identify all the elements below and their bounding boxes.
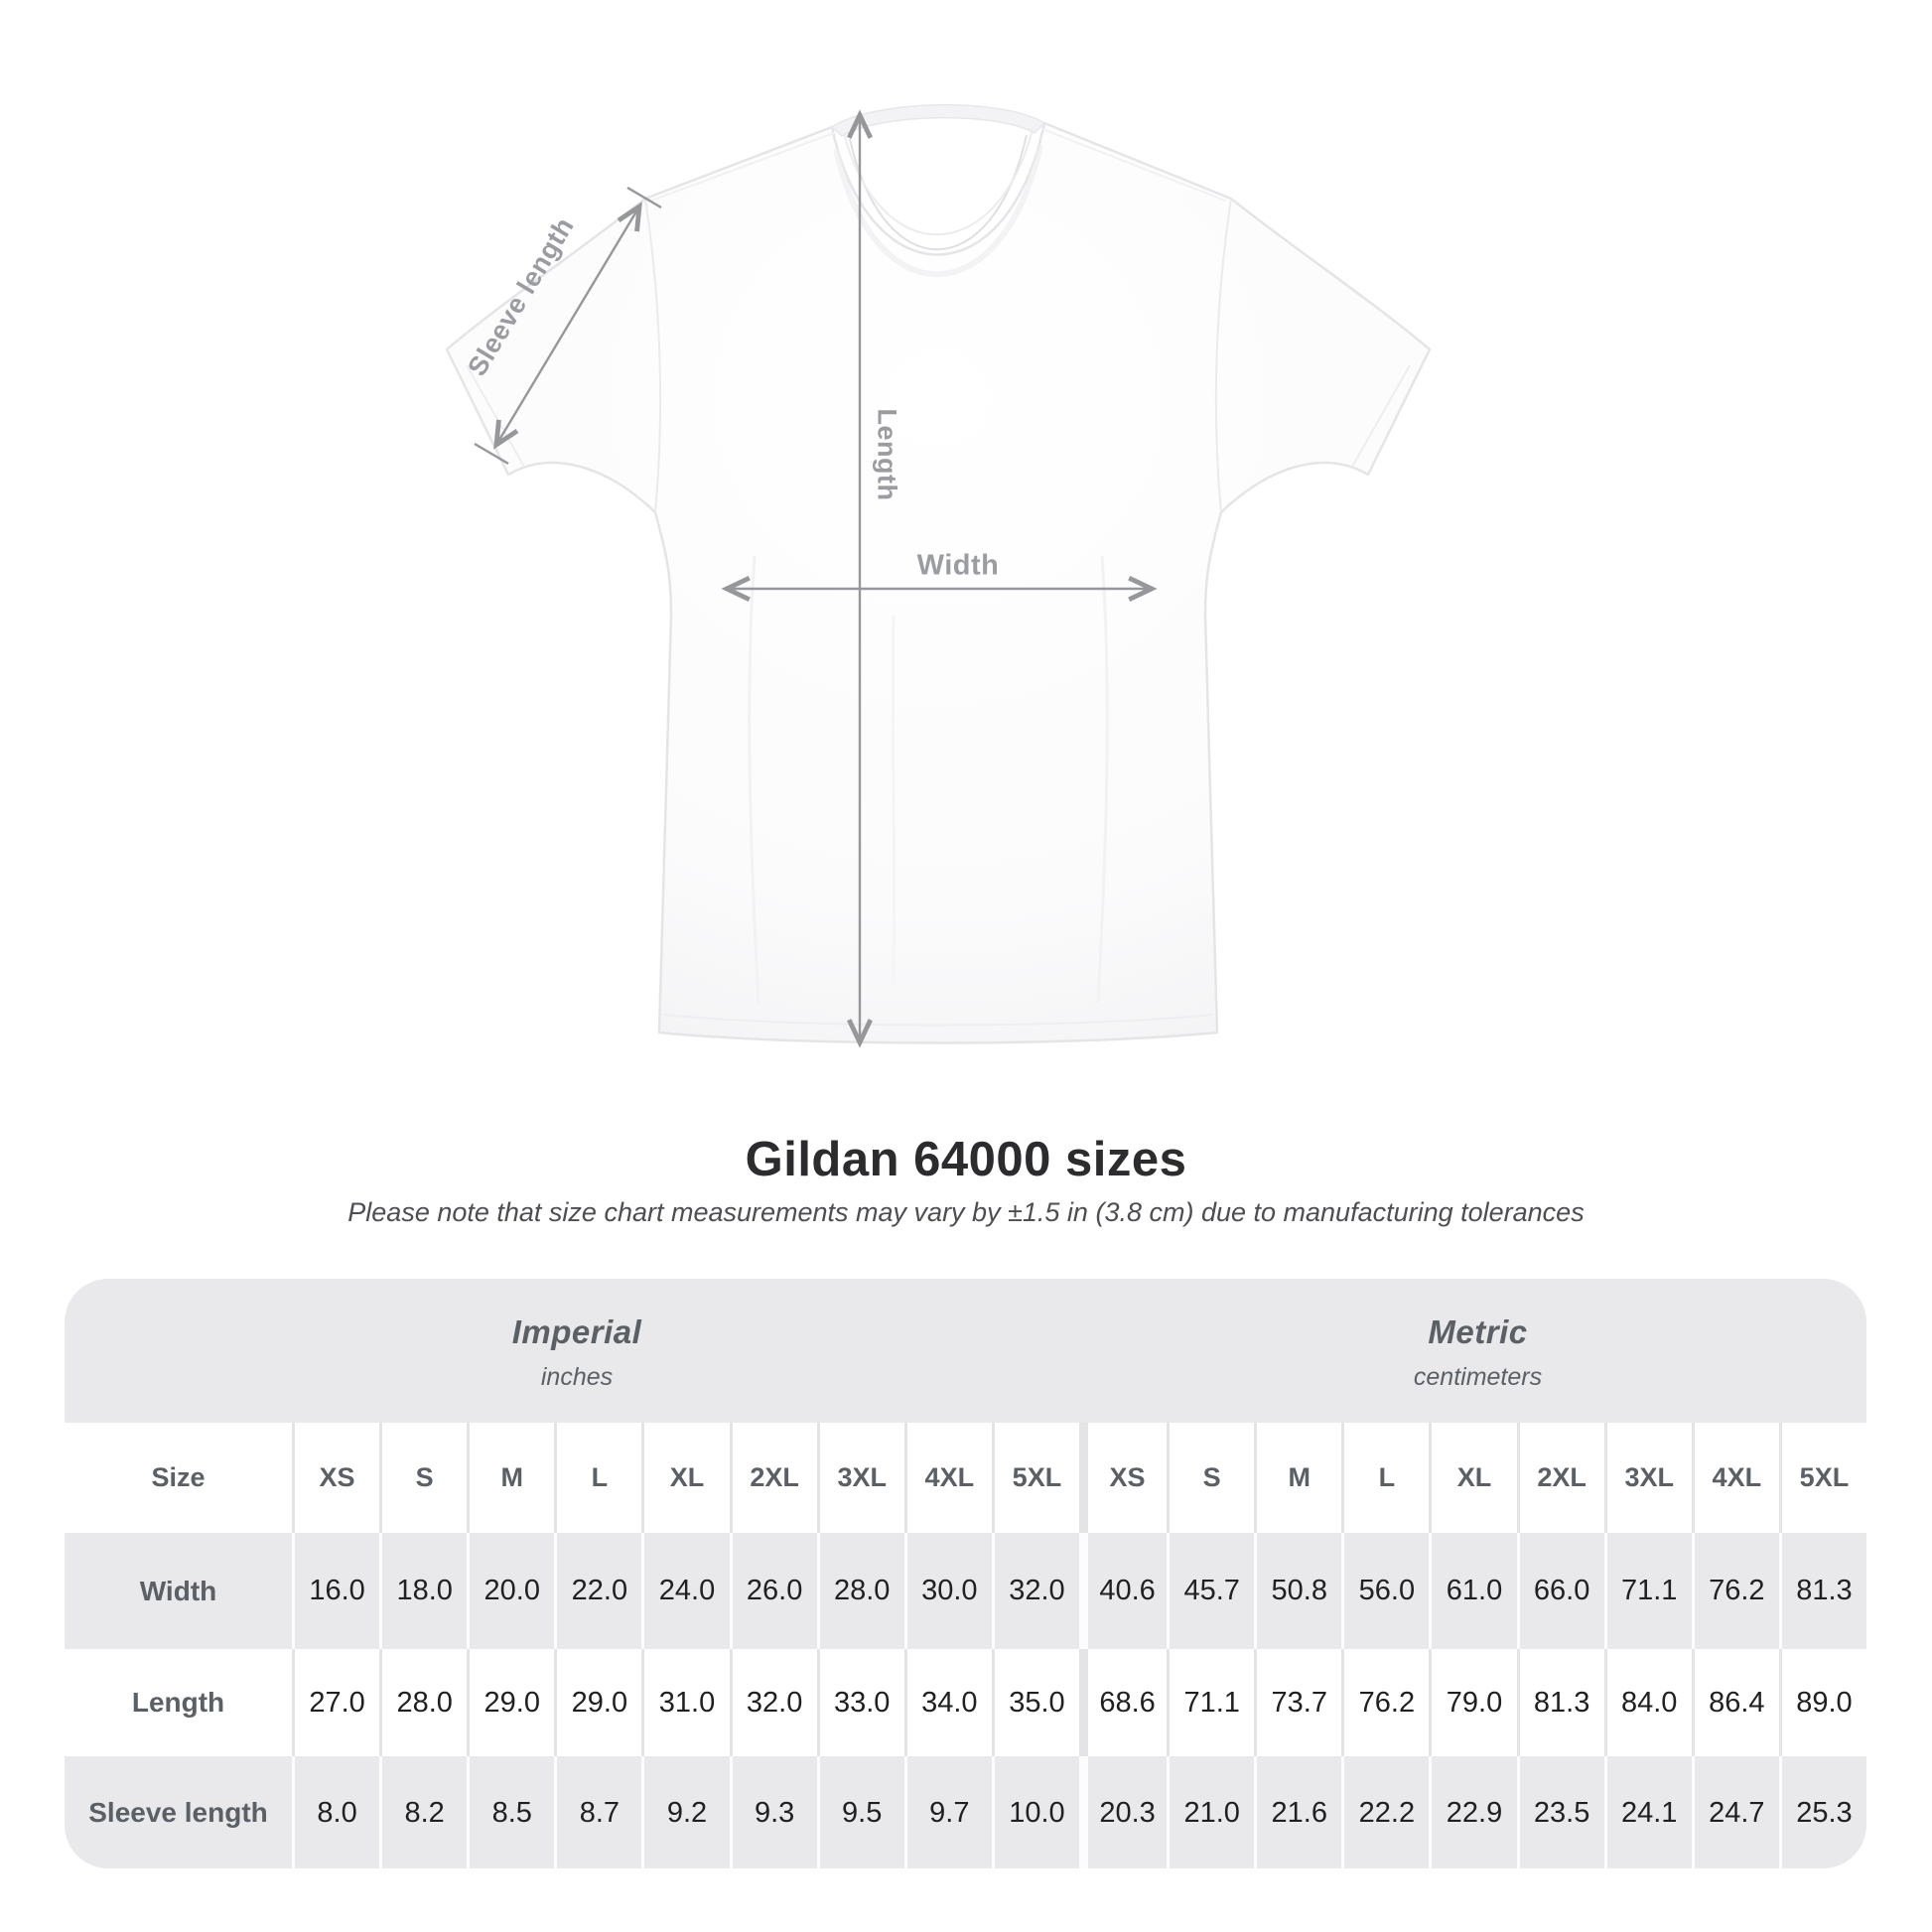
value-cell: 9.5 bbox=[816, 1756, 904, 1868]
table-row: Width 16.0 18.0 20.0 22.0 24.0 26.0 28.0 30.0 32.… bbox=[65, 1533, 1866, 1649]
value-cell: 32.0 bbox=[729, 1649, 817, 1756]
size-col-header: XL bbox=[1429, 1423, 1516, 1533]
value-cell: 16.0 bbox=[292, 1533, 379, 1649]
size-col-header: 5XL bbox=[991, 1423, 1079, 1533]
value-cell: 23.5 bbox=[1516, 1756, 1604, 1868]
size-col-header: L bbox=[1341, 1423, 1429, 1533]
value-cell: 24.7 bbox=[1691, 1756, 1779, 1868]
value-cell: 28.0 bbox=[816, 1533, 904, 1649]
size-col-header: XS bbox=[1079, 1423, 1167, 1533]
value-cell: 81.3 bbox=[1778, 1533, 1866, 1649]
value-cell: 34.0 bbox=[903, 1649, 992, 1756]
size-col-header: 2XL bbox=[729, 1423, 817, 1533]
value-cell: 56.0 bbox=[1341, 1533, 1429, 1649]
size-table-body: Size XS S M L XL 2XL 3XL 4XL 5XL XS S M L XL 2XL 3XL 4XL 5… bbox=[65, 1423, 1866, 1868]
size-corner-header: Size bbox=[151, 1462, 206, 1492]
value-cell: 76.2 bbox=[1691, 1533, 1779, 1649]
value-cell: 24.0 bbox=[641, 1533, 729, 1649]
value-cell: 28.0 bbox=[379, 1649, 467, 1756]
size-col-header: 5XL bbox=[1778, 1423, 1866, 1533]
value-cell: 27.0 bbox=[292, 1649, 379, 1756]
value-cell: 66.0 bbox=[1516, 1533, 1604, 1649]
size-col-header: 3XL bbox=[1603, 1423, 1692, 1533]
unit-group-header-row: Imperial inches Metric centimeters bbox=[65, 1279, 1866, 1423]
size-col-header: M bbox=[467, 1423, 554, 1533]
value-cell: 8.2 bbox=[379, 1756, 467, 1868]
value-cell: 81.3 bbox=[1516, 1649, 1604, 1756]
value-cell: 21.6 bbox=[1254, 1756, 1341, 1868]
value-cell: 20.0 bbox=[467, 1533, 554, 1649]
unit-group-imperial: Imperial inches bbox=[65, 1279, 1089, 1423]
value-cell: 32.0 bbox=[991, 1533, 1079, 1649]
row-label: Width bbox=[139, 1575, 217, 1606]
value-cell: 73.7 bbox=[1254, 1649, 1341, 1756]
sleeve-arrow-top-tick bbox=[626, 186, 662, 209]
value-cell: 8.5 bbox=[467, 1756, 554, 1868]
row-label: Sleeve length bbox=[88, 1797, 268, 1828]
page-title: Gildan 64000 sizes bbox=[745, 1133, 1187, 1186]
value-cell: 24.1 bbox=[1603, 1756, 1692, 1868]
value-cell: 76.2 bbox=[1341, 1649, 1429, 1756]
value-cell: 9.7 bbox=[903, 1756, 992, 1868]
value-cell: 25.3 bbox=[1778, 1756, 1866, 1868]
size-col-header: 4XL bbox=[1691, 1423, 1779, 1533]
value-cell: 8.7 bbox=[554, 1756, 641, 1868]
unit-group-subtitle: centimeters bbox=[1413, 1363, 1543, 1391]
value-cell: 68.6 bbox=[1079, 1649, 1167, 1756]
unit-group-title: Imperial bbox=[511, 1313, 642, 1350]
measurement-label-width: Width bbox=[916, 549, 1000, 582]
table-row: Sleeve length 8.0 8.2 8.5 8.7 9.2 9.3 9.5 9.7 10.… bbox=[65, 1756, 1866, 1868]
value-cell: 20.3 bbox=[1079, 1756, 1167, 1868]
value-cell: 18.0 bbox=[379, 1533, 467, 1649]
size-col-header: S bbox=[379, 1423, 467, 1533]
measurement-label-sleeve-length: Sleeve length bbox=[462, 211, 580, 381]
value-cell: 61.0 bbox=[1429, 1533, 1516, 1649]
measurement-label-length: Length bbox=[872, 408, 902, 501]
value-cell: 89.0 bbox=[1778, 1649, 1866, 1756]
value-cell: 21.0 bbox=[1167, 1756, 1254, 1868]
size-col-header: XS bbox=[292, 1423, 379, 1533]
tolerance-note: Please note that size chart measurements… bbox=[347, 1197, 1585, 1227]
value-cell: 35.0 bbox=[991, 1649, 1079, 1756]
value-cell: 40.6 bbox=[1079, 1533, 1167, 1649]
size-col-header: XL bbox=[641, 1423, 729, 1533]
value-cell: 30.0 bbox=[903, 1533, 992, 1649]
size-col-header: M bbox=[1254, 1423, 1341, 1533]
table-row: Length 27.0 28.0 29.0 29.0 31.0 32.0 33.0 34.0 35… bbox=[65, 1649, 1866, 1756]
unit-group-metric: Metric centimeters bbox=[1089, 1279, 1866, 1423]
size-col-header: 4XL bbox=[903, 1423, 992, 1533]
size-col-header: 3XL bbox=[816, 1423, 904, 1533]
value-cell: 31.0 bbox=[641, 1649, 729, 1756]
value-cell: 10.0 bbox=[991, 1756, 1079, 1868]
value-cell: 29.0 bbox=[554, 1649, 641, 1756]
unit-group-subtitle: inches bbox=[540, 1363, 614, 1391]
value-cell: 33.0 bbox=[816, 1649, 904, 1756]
value-cell: 79.0 bbox=[1429, 1649, 1516, 1756]
size-chart-table: Imperial inches Metric centimeters Size X… bbox=[65, 1279, 1866, 1868]
value-cell: 9.2 bbox=[641, 1756, 729, 1868]
size-col-header: 2XL bbox=[1516, 1423, 1604, 1533]
value-cell: 8.0 bbox=[292, 1756, 379, 1868]
sleeve-arrow-bottom-tick bbox=[474, 442, 509, 466]
value-cell: 22.2 bbox=[1341, 1756, 1429, 1868]
value-cell: 45.7 bbox=[1167, 1533, 1254, 1649]
row-label: Length bbox=[131, 1687, 225, 1718]
value-cell: 86.4 bbox=[1691, 1649, 1779, 1756]
value-cell: 26.0 bbox=[729, 1533, 817, 1649]
size-col-header: S bbox=[1167, 1423, 1254, 1533]
value-cell: 22.9 bbox=[1429, 1756, 1516, 1868]
value-cell: 22.0 bbox=[554, 1533, 641, 1649]
value-cell: 50.8 bbox=[1254, 1533, 1341, 1649]
value-cell: 29.0 bbox=[467, 1649, 554, 1756]
value-cell: 84.0 bbox=[1603, 1649, 1692, 1756]
table-row: Size XS S M L XL 2XL 3XL 4XL 5XL XS S M L XL 2XL 3XL 4XL 5… bbox=[65, 1423, 1866, 1533]
value-cell: 9.3 bbox=[729, 1756, 817, 1868]
size-col-header: L bbox=[554, 1423, 641, 1533]
value-cell: 71.1 bbox=[1167, 1649, 1254, 1756]
unit-group-title: Metric bbox=[1428, 1313, 1528, 1350]
value-cell: 71.1 bbox=[1603, 1533, 1692, 1649]
